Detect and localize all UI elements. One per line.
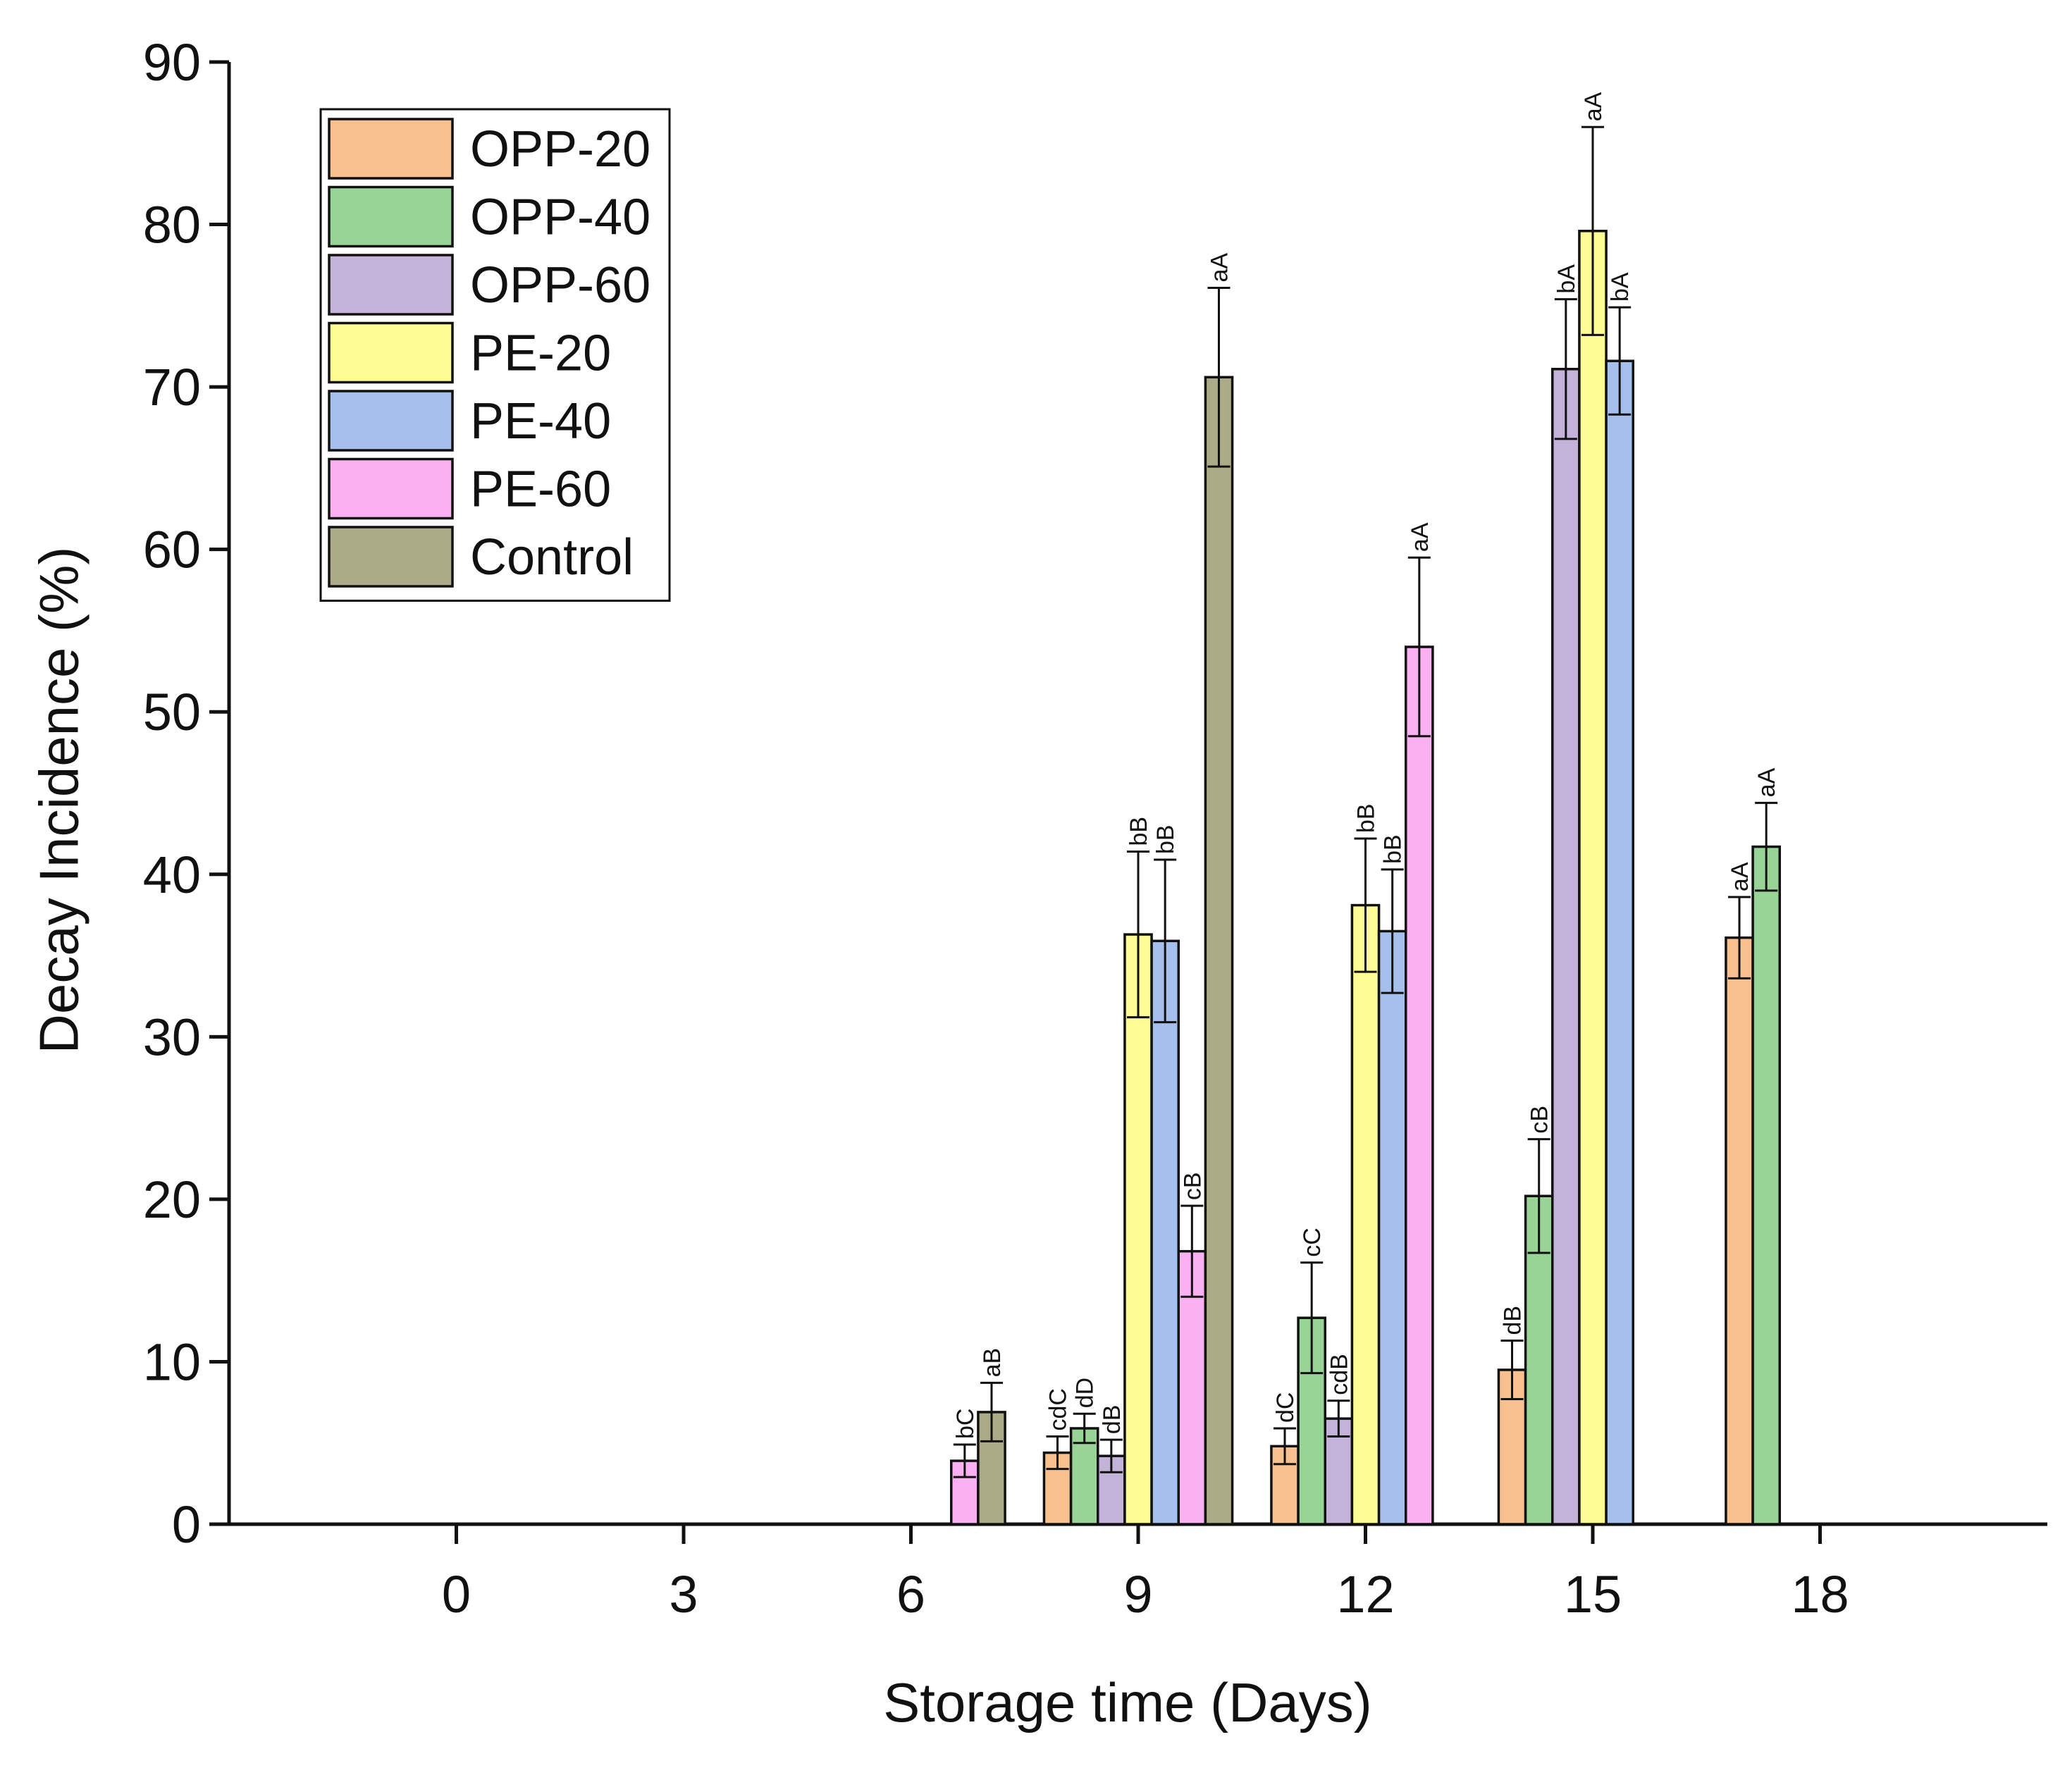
x-tick-label: 18: [1791, 1565, 1849, 1624]
bar: [977, 1411, 1006, 1526]
y-tick-label: 60: [143, 521, 201, 579]
significance-label: dC: [1272, 1392, 1299, 1423]
bar: [1578, 230, 1608, 1526]
y-tick-label: 10: [143, 1333, 201, 1391]
y-axis-title: Decay Incidence (%): [28, 547, 90, 1054]
significance-label: cdB: [1326, 1354, 1352, 1395]
significance-label: bC: [952, 1409, 979, 1439]
y-tick-label: 40: [143, 846, 201, 904]
bar: [1551, 368, 1581, 1526]
significance-label: dB: [1500, 1306, 1527, 1335]
x-axis-title: Storage time (Days): [883, 1671, 1372, 1733]
significance-label: bB: [1353, 803, 1380, 833]
bar: [1751, 845, 1782, 1526]
legend-swatch: [328, 321, 454, 384]
y-tick-label: 70: [143, 358, 201, 416]
significance-label: bA: [1607, 272, 1634, 302]
x-tick-label: 12: [1336, 1565, 1394, 1624]
error-bars: [953, 125, 1778, 1478]
x-tick-label: 3: [669, 1565, 698, 1624]
legend-swatch: [328, 118, 454, 180]
x-tick-label: 0: [442, 1565, 471, 1624]
significance-label: cC: [1299, 1228, 1326, 1257]
legend-label: PE-60: [470, 462, 611, 518]
y-tick-label: 80: [143, 196, 201, 254]
bar: [1524, 1194, 1554, 1526]
y-tick-label: 90: [143, 33, 201, 92]
legend-swatch: [328, 457, 454, 520]
significance-label: bB: [1126, 817, 1152, 846]
legend-label: OPP-20: [470, 121, 650, 178]
significance-label: dB: [1099, 1405, 1126, 1435]
significance-label: cB: [1179, 1172, 1206, 1200]
significance-label: bA: [1553, 264, 1580, 294]
significance-label: cB: [1527, 1106, 1553, 1134]
bar: [1123, 933, 1153, 1526]
significance-label: aA: [1727, 862, 1753, 891]
legend-swatch: [328, 185, 454, 248]
significance-label: aA: [1407, 522, 1433, 552]
significance-label: aA: [1753, 767, 1780, 797]
y-tick-label: 30: [143, 1008, 201, 1066]
bar: [1404, 645, 1434, 1526]
legend-label: OPP-60: [470, 257, 650, 314]
significance-label: dD: [1072, 1378, 1099, 1408]
legend-swatch: [328, 254, 454, 316]
significance-label: cdC: [1045, 1388, 1072, 1430]
legend: OPP-20 OPP-40 OPP-60 PE-20 PE-40 PE-60 Control: [319, 108, 671, 602]
significance-label: bB: [1380, 834, 1407, 864]
y-tick-label: 50: [143, 683, 201, 741]
x-tick-label: 6: [896, 1565, 925, 1624]
significance-label: aA: [1580, 92, 1607, 121]
significance-label: bB: [1152, 824, 1179, 854]
legend-label: PE-40: [470, 393, 611, 450]
legend-label: Control: [470, 529, 634, 586]
bars: [949, 230, 1782, 1526]
bar: [1605, 359, 1634, 1526]
x-tick-label: 9: [1123, 1565, 1152, 1624]
legend-swatch: [328, 526, 454, 588]
significance-label: aA: [1206, 253, 1233, 283]
y-tick-label: 0: [172, 1495, 201, 1554]
bar: [1150, 939, 1180, 1526]
bar: [1204, 376, 1234, 1526]
legend-label: PE-20: [470, 326, 611, 382]
x-tick-label: 15: [1564, 1565, 1622, 1624]
legend-label: OPP-40: [470, 190, 650, 246]
bar: [1350, 903, 1381, 1526]
bar: [1377, 929, 1407, 1526]
significance-label: aB: [979, 1348, 1006, 1378]
y-tick-label: 20: [143, 1170, 201, 1229]
legend-swatch: [328, 390, 454, 452]
bar: [1725, 936, 1754, 1526]
ticks: 0 10 20 30 40 50 60 70 80 90 0 3 6 9 12 15 18: [143, 33, 1849, 1624]
